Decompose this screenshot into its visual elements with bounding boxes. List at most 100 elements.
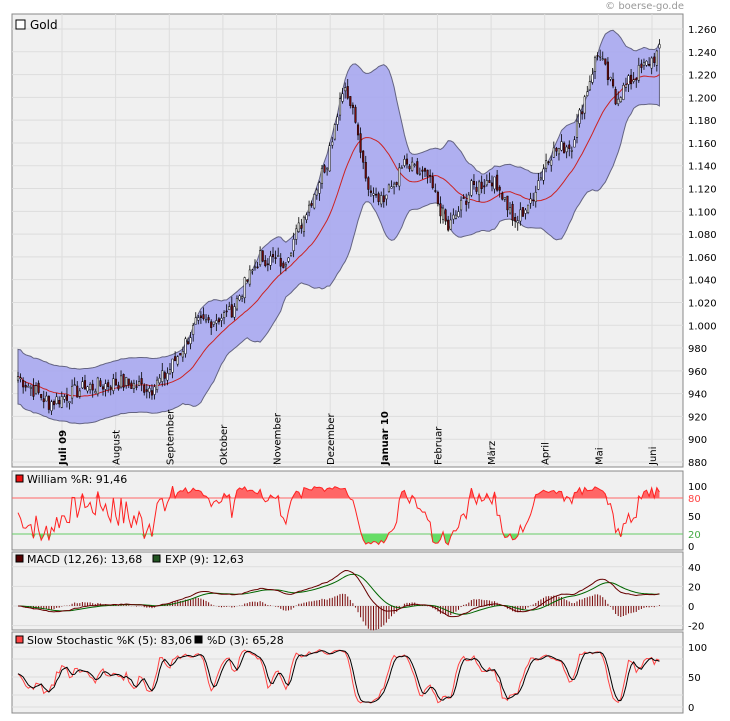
candle (16, 376, 20, 381)
candle (248, 269, 251, 285)
y-tick-label: 1.100 (688, 207, 717, 218)
candle (207, 317, 210, 321)
legend-box-gold (15, 19, 26, 30)
candle (470, 180, 473, 196)
candle (40, 394, 43, 398)
candle (50, 401, 53, 412)
y-tick-label: 960 (688, 367, 707, 378)
candle (228, 306, 231, 310)
william-y-tick: 100 (688, 482, 707, 493)
candle (534, 192, 537, 202)
candle (96, 377, 99, 395)
panel-frame-1 (11, 470, 684, 551)
candle (563, 142, 566, 154)
y-tick-label: 880 (688, 458, 707, 469)
candle (617, 98, 620, 105)
candle (109, 386, 112, 390)
candle (655, 50, 658, 66)
candle (55, 396, 58, 405)
candle (235, 298, 239, 310)
candle (176, 356, 179, 365)
candle (68, 401, 71, 404)
candle (581, 111, 584, 115)
candle (168, 369, 172, 375)
candle (225, 310, 228, 313)
candle (65, 395, 68, 401)
macd-line (17, 570, 660, 618)
candle (99, 380, 102, 387)
macd-legend: MACD (12,26): 13,68 (27, 553, 142, 566)
candle (465, 200, 468, 205)
candle (351, 104, 354, 108)
candle (405, 158, 409, 165)
william-overbought-fill (18, 486, 660, 498)
candle (593, 56, 597, 72)
candle (570, 150, 573, 152)
candle (305, 214, 308, 220)
candle (444, 209, 447, 222)
candle (645, 60, 648, 66)
candle (125, 377, 128, 386)
candle (341, 93, 344, 102)
candle (310, 203, 313, 206)
candle (367, 177, 370, 190)
candle (452, 214, 455, 220)
candle (493, 176, 496, 190)
candle (524, 209, 527, 214)
william-line (17, 486, 660, 546)
candle (230, 304, 233, 318)
candle (140, 378, 143, 384)
x-tick-label: November (273, 412, 284, 465)
candle (421, 169, 424, 172)
candle (606, 61, 609, 80)
candle (320, 167, 324, 184)
candle (516, 220, 519, 224)
candle (418, 173, 421, 175)
candle (395, 182, 398, 185)
candle (609, 76, 612, 80)
candle (119, 375, 123, 388)
x-tick-label: Januar 10 (380, 411, 391, 466)
candle (372, 193, 375, 196)
candle (568, 144, 571, 149)
candle (184, 338, 187, 355)
candle (197, 317, 200, 321)
candle (604, 58, 607, 65)
candle (467, 194, 470, 203)
panel-frame-3 (11, 631, 684, 714)
candle (614, 89, 617, 105)
candle (380, 195, 383, 205)
william-legend: William %R: 91,46 (27, 473, 127, 486)
candle (560, 141, 563, 151)
candle (336, 116, 339, 125)
candle (653, 56, 656, 63)
candle (526, 204, 530, 213)
candle (24, 385, 27, 388)
candle (284, 264, 287, 267)
candle (390, 186, 393, 189)
y-tick-label: 940 (688, 390, 707, 401)
candle (259, 250, 262, 266)
candle (619, 97, 622, 103)
candle (112, 378, 115, 391)
candle (287, 257, 290, 262)
candle (171, 358, 174, 373)
candle (264, 260, 267, 266)
candle (588, 81, 591, 91)
y-tick-label: 1.200 (688, 93, 717, 104)
candle (295, 228, 298, 240)
candle (359, 133, 362, 153)
stoch-d-line (17, 649, 660, 704)
candle (632, 79, 635, 82)
candle (199, 315, 202, 319)
candle (71, 385, 74, 399)
candle (212, 321, 215, 325)
candle (158, 377, 161, 384)
candle (130, 382, 133, 389)
candle (297, 222, 300, 232)
candle (537, 180, 540, 190)
candle (132, 382, 135, 389)
candle (413, 164, 416, 166)
candle (189, 337, 192, 345)
candle (550, 159, 553, 166)
